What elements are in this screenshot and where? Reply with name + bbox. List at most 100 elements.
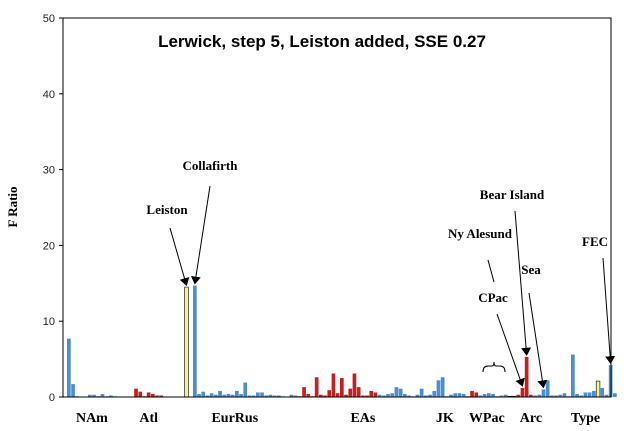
- bar: [138, 391, 143, 397]
- group-label: NAm: [76, 411, 108, 426]
- bar: [491, 393, 495, 397]
- plot-frame: [62, 17, 612, 398]
- bar: [243, 382, 248, 397]
- bar: [205, 395, 210, 397]
- bar: [251, 395, 256, 397]
- bar: [193, 285, 197, 397]
- bar: [319, 394, 323, 397]
- bar: [600, 387, 605, 397]
- group-label: Atl: [139, 411, 158, 426]
- bar: [88, 394, 92, 397]
- bar: [235, 390, 239, 397]
- bars: [67, 285, 617, 398]
- bar: [440, 377, 445, 397]
- bar: [482, 393, 487, 397]
- y-tick-label: 30: [43, 165, 55, 177]
- annotation-label: Bear Island: [480, 187, 545, 202]
- bar: [306, 393, 311, 397]
- bar: [499, 395, 504, 397]
- bar: [230, 394, 235, 397]
- bar: [550, 395, 554, 397]
- bar: [151, 393, 155, 397]
- bar: [470, 390, 474, 397]
- bar: [516, 394, 521, 397]
- bar: [356, 387, 361, 397]
- annotation-label: Collafirth: [183, 158, 239, 173]
- bar: [247, 395, 252, 397]
- chart-title: Lerwick, step 5, Leiston added, SSE 0.27: [158, 32, 486, 51]
- annotation-arrow: [514, 210, 532, 356]
- bar: [302, 387, 306, 397]
- bar: [67, 338, 71, 397]
- bar: [457, 393, 462, 397]
- group-label: JK: [436, 411, 454, 426]
- bar: [386, 393, 390, 397]
- bar: [226, 393, 231, 397]
- y-axis-label: F Ratio: [5, 186, 20, 227]
- annotation-label: Leiston: [146, 202, 188, 217]
- bar: [592, 390, 596, 397]
- y-tick-label: 10: [43, 316, 55, 328]
- bar: [432, 390, 437, 397]
- bar: [579, 395, 584, 397]
- bar: [398, 388, 403, 397]
- bar: [533, 395, 537, 397]
- bar: [155, 395, 159, 397]
- group-labels: NAm Atl EurRus EAs JK WPac Arc Type: [76, 411, 600, 426]
- bar: [571, 354, 575, 397]
- y-tick-label: 40: [43, 89, 55, 101]
- bar: [478, 395, 483, 397]
- bar: [558, 394, 563, 397]
- bar: [537, 394, 542, 397]
- bar: [575, 393, 579, 397]
- bar: [415, 394, 420, 397]
- bar: [369, 390, 374, 397]
- bar: [403, 393, 407, 397]
- group-label: Type: [571, 411, 600, 426]
- bar: [201, 391, 206, 397]
- bar: [365, 395, 369, 397]
- annotation-arrow: [487, 259, 495, 283]
- bar: [461, 393, 466, 397]
- bar: [352, 373, 357, 397]
- annotations: Leiston Collafirth Bear Island Ny Alesund CP…: [146, 158, 616, 389]
- bar: [545, 380, 550, 397]
- bar: [583, 392, 588, 397]
- bar: [554, 395, 558, 397]
- annotation-arrow: [190, 185, 211, 285]
- bar: [340, 378, 344, 397]
- bar: [453, 393, 458, 397]
- bar: [146, 392, 151, 397]
- bar: [595, 380, 601, 398]
- bar: [218, 390, 222, 397]
- annotation-arrow: [528, 292, 548, 389]
- bar: [272, 395, 277, 397]
- group-label: WPac: [469, 411, 505, 426]
- bar: [260, 392, 264, 397]
- group-label: EurRus: [211, 411, 258, 426]
- bar: [382, 395, 386, 397]
- y-tick-label: 0: [49, 392, 55, 404]
- bar: [314, 377, 319, 397]
- bar: [407, 395, 411, 397]
- bar: [289, 394, 294, 397]
- bar: [373, 392, 378, 397]
- bar: [134, 388, 138, 397]
- y-tick-label: 50: [43, 13, 55, 25]
- bar: [159, 395, 164, 397]
- bar: [361, 395, 365, 397]
- bar: [613, 393, 617, 397]
- bar: [256, 392, 260, 397]
- bar: [214, 394, 218, 397]
- bar: [587, 392, 592, 397]
- annotation-label: FEC: [582, 234, 608, 249]
- bar: [331, 373, 336, 397]
- bar: [209, 393, 214, 397]
- group-label: EAs: [350, 411, 375, 426]
- bar: [503, 394, 508, 397]
- group-label: Arc: [520, 411, 542, 426]
- bar: [92, 394, 96, 397]
- bar: [419, 388, 424, 397]
- bar: [604, 394, 609, 397]
